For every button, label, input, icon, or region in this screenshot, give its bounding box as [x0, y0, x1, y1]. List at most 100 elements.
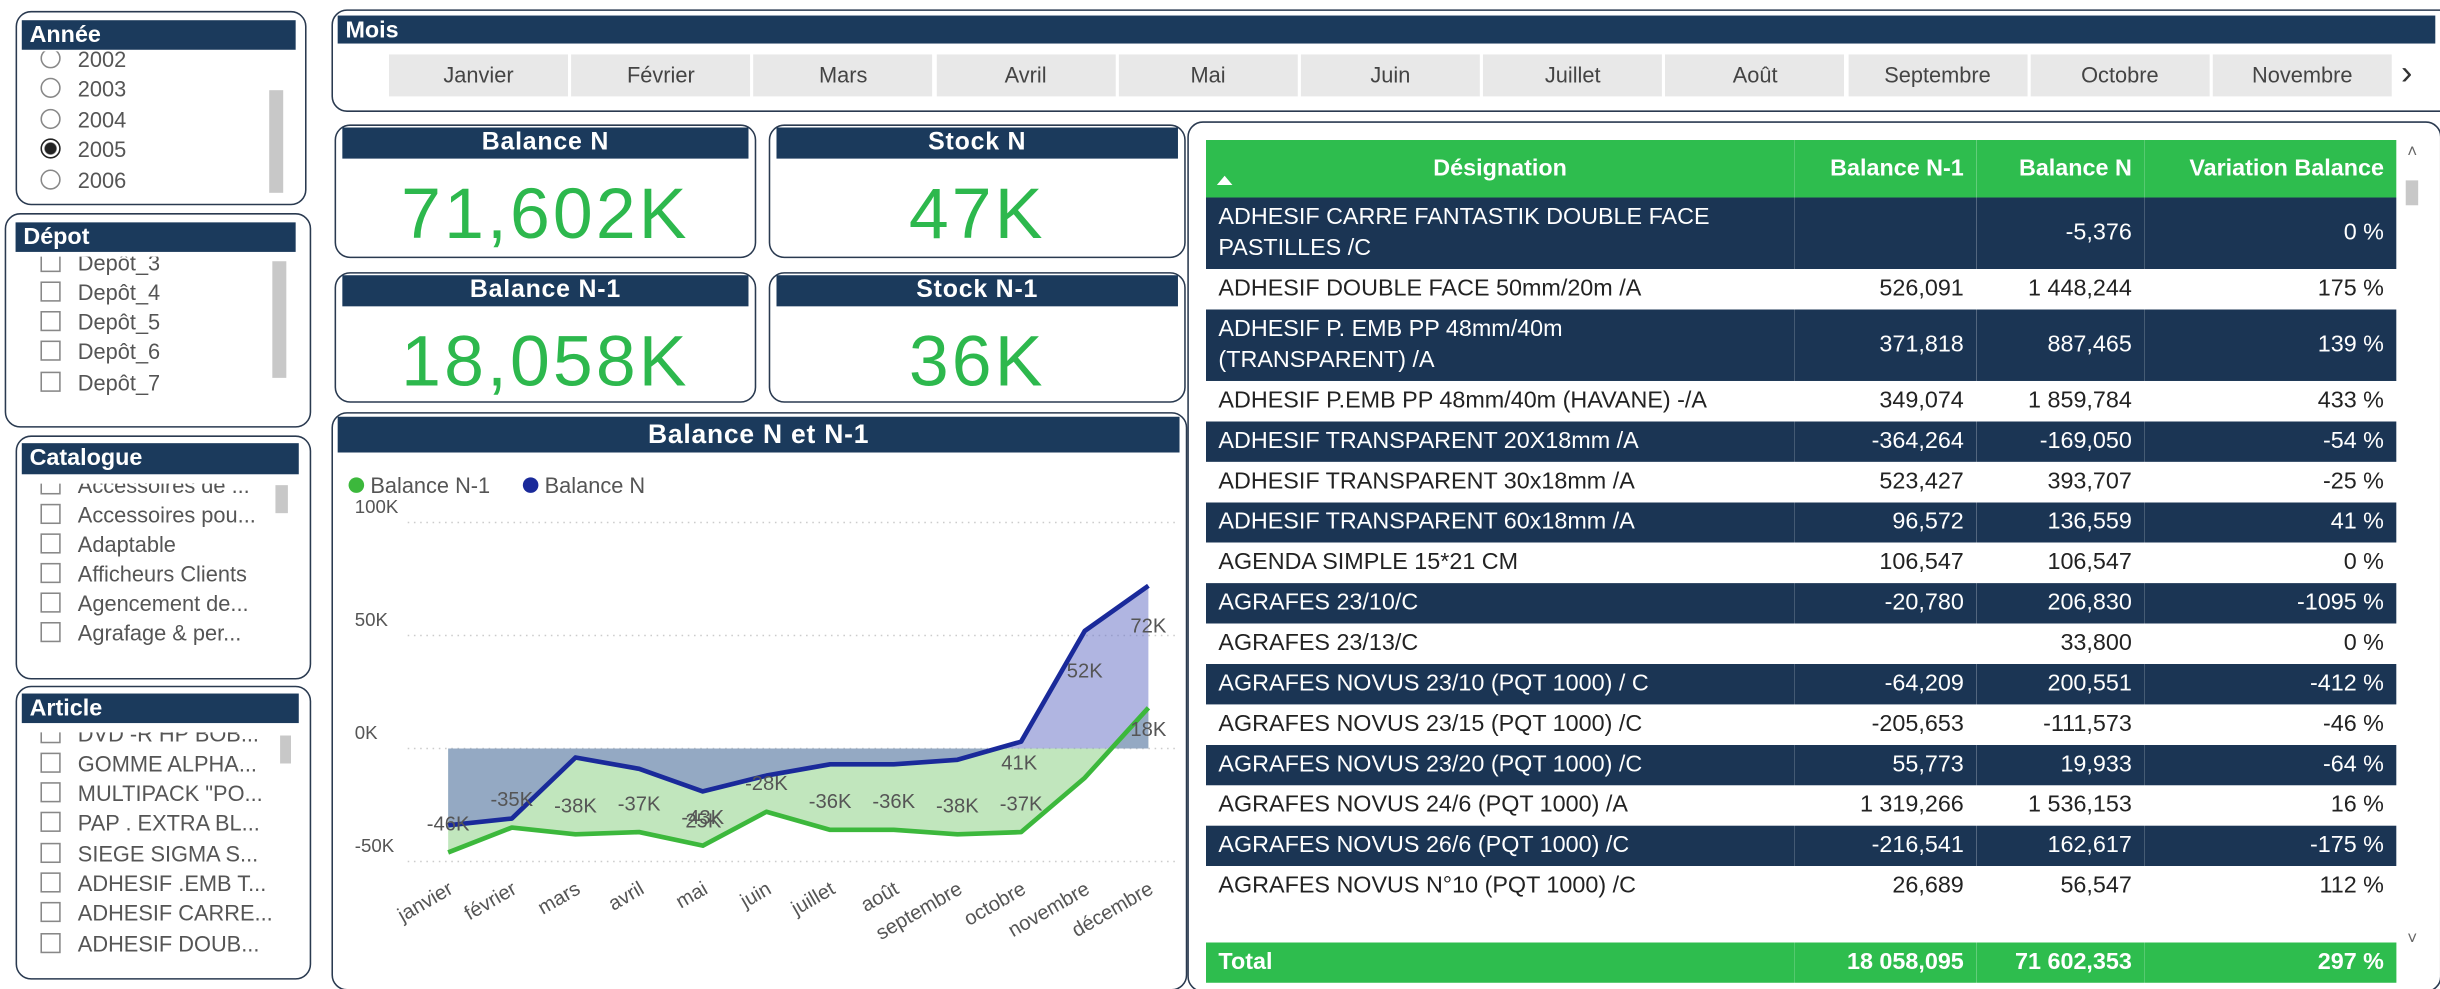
card-title: Balance N-1 — [342, 275, 749, 307]
checkbox[interactable] — [40, 341, 61, 362]
slicer-item[interactable]: ADHESIF .EMB T... — [40, 869, 266, 899]
table-row: ADHESIF TRANSPARENT 30x18mm /A 523,427 393… — [1205, 461, 2397, 503]
slicer-item[interactable]: Afficheurs Clients — [40, 559, 247, 589]
scroll-up[interactable]: ˄ — [2407, 143, 2418, 162]
table-cell: 1 319,266 — [1794, 785, 1977, 826]
slicer-item[interactable]: Adaptable — [40, 529, 176, 559]
table-cell: 371,818 — [1794, 309, 1977, 381]
data-label: 72K — [1130, 615, 1167, 637]
checkbox[interactable] — [40, 371, 61, 392]
slicer-item-label: Depôt_3 — [77, 256, 161, 275]
table-cell: 393,707 — [1976, 461, 2145, 503]
month-button[interactable]: Octobre — [2030, 54, 2210, 97]
month-button[interactable]: Août — [1665, 54, 1845, 97]
slicer-list: DVD -R HP BOB... GOMME ALPHA... MULTIPACK … — [22, 732, 287, 973]
checkbox[interactable] — [40, 483, 61, 494]
month-button[interactable]: Juillet — [1483, 54, 1663, 97]
annotation: 41K — [1001, 753, 1038, 775]
month-button[interactable]: Juin — [1300, 54, 1480, 97]
checkbox[interactable] — [40, 532, 61, 553]
slicer-item[interactable]: 2004 — [40, 105, 126, 135]
month-button[interactable]: Septembre — [1848, 54, 2027, 97]
table-cell: AGRAFES NOVUS 23/15 (PQT 1000) /C — [1205, 704, 1795, 745]
checkbox[interactable] — [40, 591, 61, 612]
slicer-item[interactable]: ADHESIF CARRE... — [40, 899, 273, 929]
card-frame — [334, 124, 757, 259]
checkbox[interactable] — [40, 503, 61, 524]
column-header[interactable]: Balance N — [1976, 139, 2145, 198]
checkbox[interactable] — [40, 842, 61, 863]
slicer-item[interactable]: 2005 — [40, 135, 126, 165]
table-row: ADHESIF P. EMB PP 48mm/40m (TRANSPARENT)… — [1205, 309, 2397, 381]
month-button[interactable]: Mai — [1118, 54, 1298, 97]
slicer-item[interactable]: Agencement de... — [40, 589, 249, 619]
checkbox[interactable] — [40, 782, 61, 803]
x-tick-label: mai — [672, 878, 711, 913]
slicer-item[interactable]: PAP . EXTRA BL... — [40, 809, 260, 839]
sort-indicator[interactable] — [1216, 175, 1233, 186]
slicer-item[interactable]: Accessoires pou... — [40, 500, 256, 530]
radio-button[interactable] — [40, 51, 61, 68]
month-button[interactable]: Janvier — [389, 54, 568, 97]
checkbox[interactable] — [40, 621, 61, 642]
total-cell: 297 % — [2144, 942, 2397, 983]
table-cell — [1794, 623, 1977, 664]
slicer-item[interactable]: Depôt_4 — [40, 278, 160, 308]
slicer-item[interactable]: Depôt_7 — [40, 368, 160, 398]
slicer-item[interactable]: 2003 — [40, 75, 126, 105]
chart-title: Balance N et N-1 — [337, 416, 1180, 453]
slicer-item[interactable]: MULTIPACK "PO... — [40, 779, 263, 809]
slicer-item[interactable]: Depôt_6 — [40, 338, 160, 368]
slicer-item[interactable]: 2006 — [40, 166, 126, 196]
checkbox[interactable] — [40, 872, 61, 893]
radio-button[interactable] — [40, 168, 61, 189]
slicer-item[interactable]: ADHESIF DOUB... — [40, 929, 259, 959]
line — [447, 583, 1150, 828]
month-button[interactable]: Mars — [753, 54, 933, 97]
slicer-item[interactable]: Depôt_3 — [40, 256, 161, 278]
data-label: 52K — [1067, 661, 1104, 683]
checkbox[interactable] — [40, 311, 61, 332]
column-header[interactable]: Balance N-1 — [1794, 139, 1977, 198]
table-cell: AGRAFES 23/10/C — [1205, 583, 1795, 624]
data-label: -37K — [1000, 793, 1043, 815]
radio-button[interactable] — [40, 138, 61, 159]
card-title: Stock N-1 — [776, 275, 1178, 307]
slicer-item[interactable]: SIEGE SIGMA S... — [40, 839, 258, 869]
checkbox[interactable] — [40, 902, 61, 923]
scroll-down[interactable]: ˅ — [2407, 929, 2418, 949]
checkbox[interactable] — [40, 752, 61, 773]
month-button[interactable]: Février — [571, 54, 751, 97]
total-cell: 71 602,353 — [1976, 942, 2145, 983]
radio-button[interactable] — [40, 108, 61, 129]
checkbox[interactable] — [40, 562, 61, 583]
checkbox[interactable] — [40, 812, 61, 833]
card-frame — [768, 272, 1186, 403]
scrollbar — [275, 485, 288, 514]
slicer-item[interactable]: Agrafage & per... — [40, 618, 241, 648]
column-header[interactable]: Variation Balance — [2144, 139, 2397, 198]
checkbox[interactable] — [40, 932, 61, 953]
radio-button[interactable] — [40, 77, 61, 98]
table-cell: -175 % — [2144, 825, 2397, 867]
data-label: -36K — [872, 791, 915, 813]
slicer-item[interactable]: DVD -R HP BOB... — [40, 732, 259, 748]
slicer-item-label: DVD -R HP BOB... — [77, 732, 259, 746]
month-button[interactable]: Novembre — [2212, 54, 2392, 97]
month-button[interactable]: Avril — [936, 54, 1116, 97]
slicer-item[interactable]: Accéssoires de ... — [40, 483, 250, 500]
checkbox[interactable] — [40, 732, 61, 743]
table-cell: 96,572 — [1794, 502, 1977, 543]
table-cell: 56,547 — [1976, 866, 2145, 907]
table-row: AGRAFES NOVUS 24/6 (PQT 1000) /A 1 319,26… — [1205, 785, 2397, 826]
scrollbar — [280, 735, 291, 764]
column-header[interactable]: Désignation — [1205, 139, 1795, 198]
slicer-item[interactable]: Depôt_5 — [40, 308, 160, 338]
y-tick-label: 100K — [355, 496, 399, 517]
data-label: -37K — [618, 793, 661, 815]
next-arrow[interactable]: › — [2401, 52, 2413, 92]
slicer-item[interactable]: GOMME ALPHA... — [40, 749, 257, 779]
checkbox[interactable] — [40, 281, 61, 302]
checkbox[interactable] — [40, 256, 61, 272]
slicer-item[interactable]: 2002 — [40, 51, 126, 74]
